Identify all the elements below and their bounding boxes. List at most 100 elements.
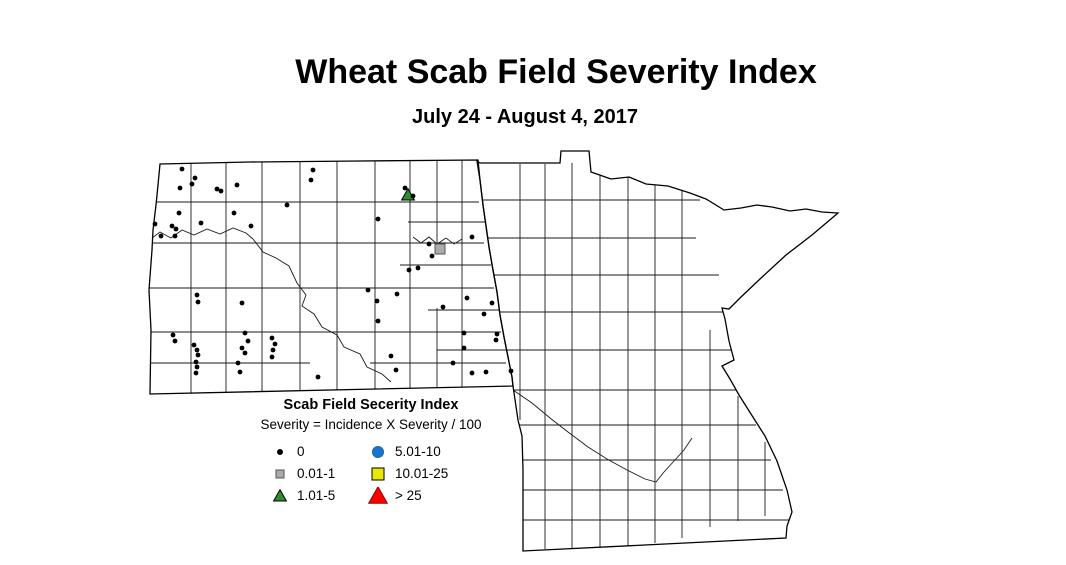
data-point-zero-dot xyxy=(461,345,467,351)
data-point-zero-dot xyxy=(173,226,179,232)
data-point-zero-dot xyxy=(218,188,224,194)
data-point-zero-dot xyxy=(214,186,220,192)
legend-item-3: 5.01-10 xyxy=(368,443,490,461)
data-point-zero-dot xyxy=(310,167,316,173)
data-point-zero-dot xyxy=(489,300,495,306)
page-title: Wheat Scab Field Severity Index xyxy=(295,53,817,91)
legend-label: 1.01-5 xyxy=(297,488,336,504)
data-point-zero-dot xyxy=(158,233,164,239)
data-point-zero-dot xyxy=(440,304,446,310)
data-point-zero-dot xyxy=(269,335,275,341)
yellow-square-icon xyxy=(371,467,385,481)
county-lines-minnesota xyxy=(480,163,789,549)
legend-label: 0 xyxy=(297,444,305,460)
north-dakota-shape xyxy=(149,160,513,394)
data-point-zero-dot xyxy=(393,367,399,373)
data-point-zero-dot xyxy=(272,341,278,347)
legend-title: Scab Field Secerity Index xyxy=(283,397,459,413)
data-point-zero-dot xyxy=(469,234,475,240)
data-point-zero-dot xyxy=(172,338,178,344)
data-point-zero-dot xyxy=(481,311,487,317)
legend-item-2: 1.01-5 xyxy=(270,487,368,505)
data-point-zero-dot xyxy=(308,177,314,183)
data-point-zero-dot xyxy=(269,354,275,360)
data-point-zero-dot xyxy=(194,292,200,298)
legend-item-5: > 25 xyxy=(368,487,490,505)
data-point-zero-dot xyxy=(179,166,185,172)
data-point-zero-dot xyxy=(239,300,245,306)
data-point-zero-dot xyxy=(461,330,467,336)
river-county-line xyxy=(149,227,254,242)
legend-label: 5.01-10 xyxy=(395,444,441,460)
legend-item-4: 10.01-25 xyxy=(368,465,490,483)
data-point-zero-dot xyxy=(284,202,290,208)
legend-label: > 25 xyxy=(395,488,422,504)
data-point-zero-dot xyxy=(176,210,182,216)
data-point-zero-dot xyxy=(192,175,198,181)
blue-circle-icon xyxy=(372,446,384,458)
data-point-zero-dot xyxy=(406,267,412,273)
data-point-zero-dot xyxy=(198,220,204,226)
data-point-zero-dot xyxy=(237,369,243,375)
page-subtitle: July 24 - August 4, 2017 xyxy=(411,106,639,128)
data-point-zero-dot xyxy=(231,210,237,216)
data-point-zero-dot xyxy=(493,337,499,343)
data-point-zero-dot xyxy=(394,291,400,297)
data-point-zero-dot xyxy=(375,318,381,324)
data-point-zero-dot xyxy=(234,182,240,188)
legend-item-0: 0 xyxy=(270,443,368,461)
data-point-zero-dot xyxy=(494,331,500,337)
data-point-zero-dot xyxy=(450,360,456,366)
data-point-zero-dot xyxy=(177,185,183,191)
legend-formula: Severity = Incidence X Severity / 100 xyxy=(260,417,482,432)
data-point-zero-dot xyxy=(193,370,199,376)
data-point-zero-dot xyxy=(189,181,195,187)
legend-items: 0 0.01-1 1.01-5 5.01-10 10.01-25 > 25 xyxy=(270,441,486,507)
data-point-zero-dot xyxy=(193,359,199,365)
river-county-line xyxy=(252,238,392,383)
data-point-zero-dot xyxy=(464,295,470,301)
data-point-zero-dot xyxy=(270,347,276,353)
data-point-zero-dot xyxy=(410,193,416,199)
data-point-zero-dot xyxy=(245,338,251,344)
data-point-zero-dot xyxy=(239,345,245,351)
data-point-zero-dot xyxy=(242,350,248,356)
data-point-zero-dot xyxy=(374,298,380,304)
river-county-line xyxy=(512,389,693,483)
data-point-zero-dot xyxy=(365,287,371,293)
data-points-layer xyxy=(152,166,514,380)
map-legend: Scab Field Secerity Index Severity = Inc… xyxy=(256,397,486,507)
red-triangle-icon xyxy=(368,487,388,504)
data-point-zero-dot xyxy=(170,332,176,338)
data-point-zero-dot xyxy=(508,368,514,374)
data-point-zero-dot xyxy=(242,330,248,336)
data-point-zero-dot xyxy=(375,216,381,222)
data-point-zero-dot xyxy=(195,299,201,305)
data-point-zero-dot xyxy=(195,352,201,358)
data-point-zero-dot xyxy=(429,253,435,259)
data-point-zero-dot xyxy=(426,241,432,247)
data-point-zero-dot xyxy=(248,223,254,229)
legend-item-1: 0.01-1 xyxy=(270,465,368,483)
data-point-zero-dot xyxy=(235,360,241,366)
minnesota-shape xyxy=(477,151,838,551)
data-point-zero-dot xyxy=(483,369,489,375)
data-point-zero-dot xyxy=(469,370,475,376)
data-point-zero-dot xyxy=(415,265,421,271)
data-point-zero-dot xyxy=(402,185,408,191)
data-point-zero-dot xyxy=(194,347,200,353)
black-dot-icon xyxy=(277,449,283,455)
data-point-zero-dot xyxy=(172,233,178,239)
data-point-zero-dot xyxy=(191,342,197,348)
legend-label: 10.01-25 xyxy=(395,466,449,482)
data-point-zero-dot xyxy=(169,223,175,229)
gray-square-icon xyxy=(275,469,285,479)
data-point-zero-dot xyxy=(194,364,200,370)
data-point-gray-square xyxy=(434,243,446,255)
data-point-zero-dot xyxy=(388,353,394,359)
data-point-zero-dot xyxy=(315,374,321,380)
legend-label: 0.01-1 xyxy=(297,466,336,482)
green-triangle-icon xyxy=(272,488,288,502)
data-point-zero-dot xyxy=(152,221,158,227)
